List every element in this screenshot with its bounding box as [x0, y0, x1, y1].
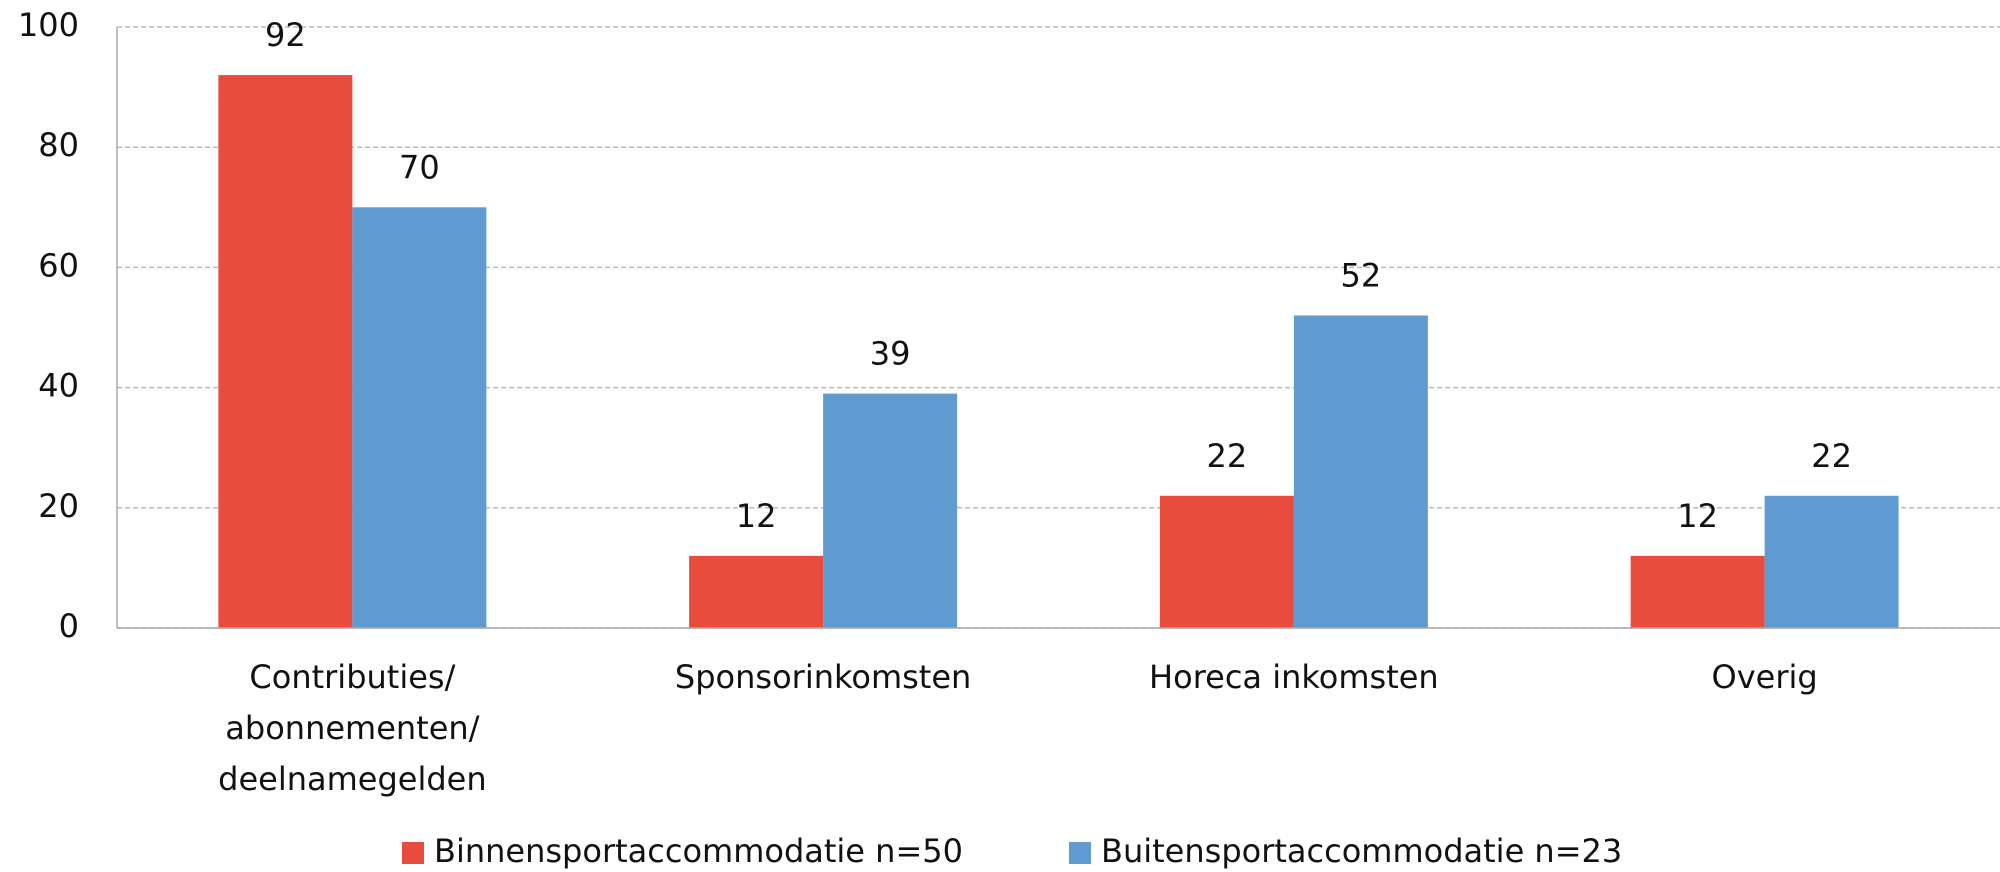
y-tick-label: 60: [38, 246, 79, 284]
data-label: 52: [1341, 256, 1382, 294]
data-label: 39: [870, 335, 911, 373]
bar: [1764, 495, 1899, 628]
x-tick-label-line: Contributies/: [249, 658, 455, 696]
y-tick-label: 20: [38, 487, 79, 525]
x-tick-label-line: deelnamegelden: [218, 760, 487, 798]
bar: [823, 393, 958, 628]
legend-swatch: [1069, 842, 1091, 864]
data-label: 12: [1677, 497, 1718, 535]
bar: [1630, 555, 1765, 628]
bar: [352, 207, 487, 629]
bar: [1159, 495, 1294, 628]
bar: [218, 75, 353, 628]
x-tick-label: Horeca inkomsten: [1149, 658, 1439, 696]
data-label: 22: [1811, 437, 1852, 475]
bar: [689, 555, 824, 628]
legend-label: Binnensportaccommodatie n=50: [434, 832, 963, 870]
data-label: 22: [1207, 437, 1248, 475]
y-tick-label: 100: [18, 6, 79, 44]
data-label: 92: [265, 16, 306, 54]
data-label: 12: [736, 497, 777, 535]
x-tick-label: Overig: [1712, 658, 1818, 696]
y-tick-label: 40: [38, 367, 79, 405]
bar: [1293, 315, 1428, 628]
x-tick-label-line: abonnementen/: [225, 709, 479, 747]
x-tick-label: Sponsorinkomsten: [675, 658, 971, 696]
data-label: 70: [399, 148, 440, 186]
legend-swatch: [402, 842, 424, 864]
y-tick-label: 0: [59, 607, 79, 645]
x-tick-label: Contributies/abonnementen/deelnamegelden: [218, 658, 487, 798]
legend-label: Buitensportaccommodatie n=23: [1101, 832, 1622, 870]
y-tick-label: 80: [38, 126, 79, 164]
